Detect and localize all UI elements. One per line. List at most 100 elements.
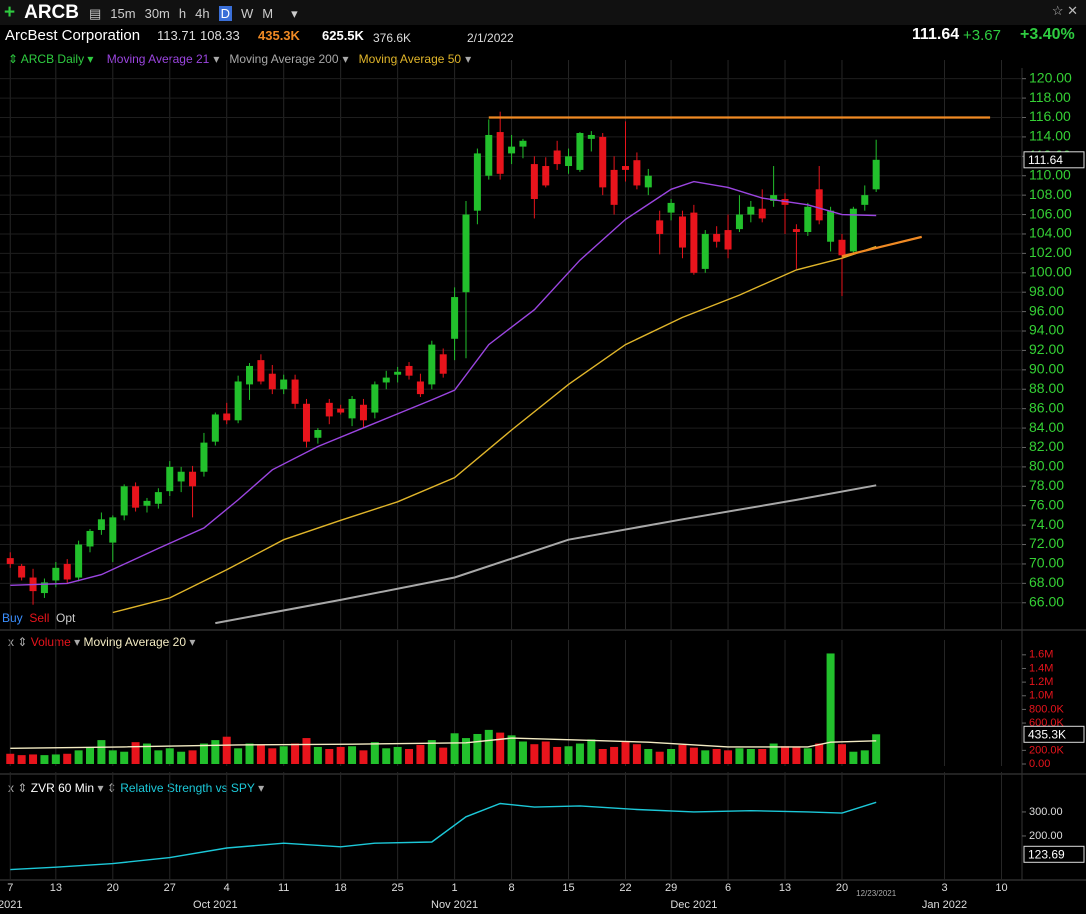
volume-bar xyxy=(74,750,83,764)
interval[interactable]: D xyxy=(218,6,232,21)
x-tick-label: 22 xyxy=(619,882,631,894)
x-tick-label: 29 xyxy=(665,882,677,894)
volume-bar xyxy=(849,751,858,764)
add-icon[interactable]: + xyxy=(4,2,16,23)
y-tick-label: 118.00 xyxy=(1029,89,1071,105)
toolbar-row: + ARCB ▤ 15m 30m h 4h D W M ▾ xyxy=(4,2,307,24)
x-tick-label: 20 xyxy=(107,882,119,894)
volume-bar xyxy=(530,744,539,764)
x-tick-label: 8 xyxy=(509,882,515,894)
volume-bar xyxy=(393,746,402,764)
volume-bar xyxy=(815,743,824,764)
candle-body xyxy=(747,206,755,215)
x-tick-label: 6 xyxy=(725,882,731,894)
volume-bar xyxy=(689,747,698,764)
interval[interactable]: 15m xyxy=(110,6,136,21)
candle-body xyxy=(280,379,288,390)
volume-bar xyxy=(484,729,493,764)
volume-bar xyxy=(678,744,687,764)
change-pct: +3.40% xyxy=(1020,26,1075,43)
candle-body xyxy=(211,414,219,442)
candle-body xyxy=(200,442,208,472)
volume-bar xyxy=(63,753,72,764)
volume-bar xyxy=(724,750,733,764)
interval[interactable]: 4h xyxy=(195,6,210,21)
window-icons: ☆ ✕ xyxy=(1051,3,1078,18)
volume: 435.3K xyxy=(258,28,300,43)
y-tick-label: 72.00 xyxy=(1029,535,1064,551)
candle-body xyxy=(394,371,402,375)
volume-bar xyxy=(370,742,379,764)
y-tick-label: 94.00 xyxy=(1029,322,1064,338)
candle-body xyxy=(610,169,618,205)
volume-bar xyxy=(405,748,414,764)
interval[interactable]: W xyxy=(240,6,254,21)
low: 108.33 xyxy=(200,28,240,43)
x-tick-label: 18 xyxy=(335,882,347,894)
volume-bar xyxy=(746,748,755,764)
candle-body xyxy=(348,398,356,419)
candle-body xyxy=(542,166,550,186)
volume-bar xyxy=(325,748,334,764)
candle-body xyxy=(382,377,390,383)
candle-body xyxy=(622,166,630,170)
volume-bar xyxy=(507,735,516,764)
legend-entry[interactable]: Moving Average 50 xyxy=(358,52,462,66)
opt-button[interactable]: Opt xyxy=(56,611,76,625)
interval[interactable]: 30m xyxy=(144,6,170,21)
candle-body xyxy=(86,530,94,547)
interval[interactable]: h xyxy=(178,6,187,21)
y-tick-label: 200.0K xyxy=(1029,744,1065,756)
volume-bar xyxy=(667,748,676,764)
candle-body xyxy=(576,133,584,170)
dropdown[interactable]: ▾ xyxy=(291,6,298,21)
y-tick-label: 74.00 xyxy=(1029,516,1064,532)
volume-bar xyxy=(598,748,607,764)
candle-body xyxy=(678,216,686,248)
candle-body xyxy=(770,195,778,201)
y-tick-label: 66.00 xyxy=(1029,593,1064,609)
volume-bar xyxy=(473,733,482,764)
candle-body xyxy=(804,206,812,233)
volume-bar xyxy=(553,746,562,764)
legend-title[interactable]: ⇕ ARCB Daily ▾ xyxy=(8,52,94,66)
volume-bar xyxy=(313,746,322,764)
legend: ⇕ ARCB Daily ▾ Moving Average 21 ▾ Moving … xyxy=(8,52,471,66)
volume-bar xyxy=(302,738,311,764)
candle-body xyxy=(451,297,459,339)
x-tick-label: 13 xyxy=(779,882,791,894)
sell-button[interactable]: Sell xyxy=(29,611,50,625)
volume-bar xyxy=(382,748,391,764)
symbol[interactable]: ARCB xyxy=(24,2,79,23)
volume-bar xyxy=(245,743,254,764)
y-tick-label: 96.00 xyxy=(1029,302,1064,318)
legend-entry[interactable]: Moving Average 200 xyxy=(229,52,339,66)
candle-body xyxy=(314,430,322,438)
y-tick-label: 102.00 xyxy=(1029,244,1072,260)
rs-legend: x ⇕ ZVR 60 Min ▾ ⇕ Relative Strength vs … xyxy=(8,781,265,795)
company-name: ArcBest Corporation xyxy=(5,27,141,44)
volume-bar xyxy=(359,750,368,764)
volume-bar xyxy=(461,738,470,764)
volume-bar xyxy=(644,748,653,764)
y-tick-label: 1.0M xyxy=(1029,690,1053,702)
legend-entry[interactable]: Moving Average 21 xyxy=(106,52,210,66)
volume-bar xyxy=(792,746,801,764)
last-value-label: 435.3K xyxy=(1028,727,1066,741)
candle-body xyxy=(462,214,470,293)
candle-body xyxy=(690,212,698,273)
candle-body xyxy=(166,466,174,492)
candle-body xyxy=(52,567,60,581)
candle-body xyxy=(587,134,595,139)
chart-icon[interactable]: ▤ xyxy=(89,6,102,21)
volume-bar xyxy=(154,750,163,764)
interval[interactable]: M xyxy=(262,6,274,21)
y-tick-label: 116.00 xyxy=(1029,108,1071,124)
legend-arrow: ▾ xyxy=(213,52,220,66)
last-value-label: 123.69 xyxy=(1028,847,1065,861)
y-tick-label: 92.00 xyxy=(1029,341,1064,357)
candle-body xyxy=(223,413,231,421)
candle-body xyxy=(325,402,333,417)
candle-body xyxy=(109,517,117,543)
buy-button[interactable]: Buy xyxy=(2,611,23,625)
